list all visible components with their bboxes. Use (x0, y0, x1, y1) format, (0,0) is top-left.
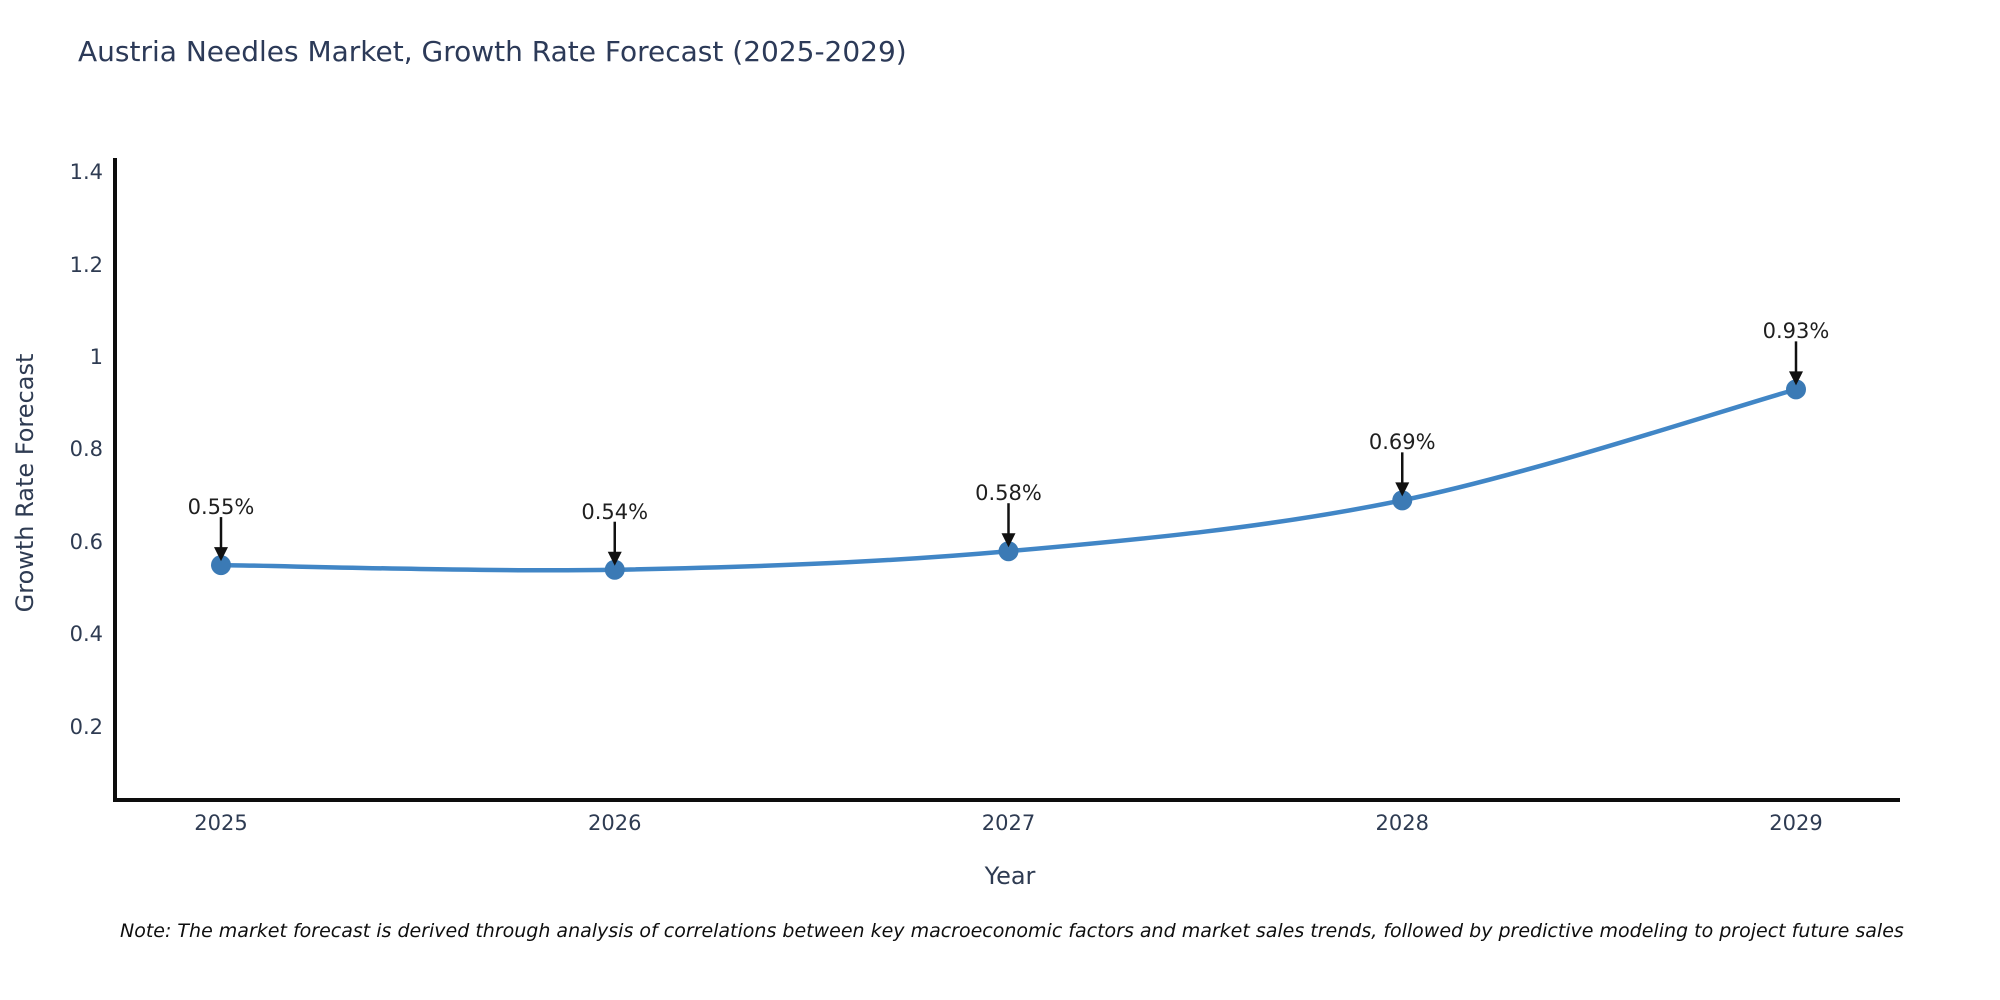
point-value-label: 0.93% (1762, 319, 1830, 344)
chart-title: Austria Needles Market, Growth Rate Fore… (78, 35, 907, 68)
x-tick-label: 2025 (194, 811, 248, 835)
data-point-marker (211, 555, 231, 576)
y-tick-label: 1 (89, 344, 103, 369)
y-tick-label: 0.6 (69, 529, 103, 554)
x-tick-label: 2026 (588, 811, 642, 835)
x-tick-label: 2028 (1375, 811, 1429, 835)
annotation-arrowhead-icon (214, 547, 228, 562)
point-value-label: 0.58% (975, 481, 1042, 506)
y-tick-label: 0.2 (69, 714, 103, 739)
x-tick-label: 2029 (1769, 811, 1823, 835)
y-tick-label: 0.4 (69, 622, 103, 647)
annotation-arrowhead-icon (1789, 371, 1803, 386)
point-value-label: 0.55% (187, 495, 255, 520)
point-value-label: 0.69% (1368, 430, 1436, 455)
data-point-marker (604, 559, 625, 580)
footnote: Note: The market forecast is derived thr… (120, 920, 1904, 942)
annotation-arrowhead-icon (1395, 482, 1410, 497)
data-point-marker (1392, 490, 1413, 511)
data-point-marker (1786, 379, 1806, 400)
x-tick-label: 2027 (981, 811, 1036, 835)
x-axis-label: Year (984, 862, 1036, 890)
y-tick-label: 1.2 (69, 252, 103, 277)
annotation-arrowhead-icon (1001, 533, 1016, 548)
y-tick-label: 1.4 (69, 160, 103, 185)
annotation-arrowhead-icon (607, 551, 622, 566)
point-value-label: 0.54% (581, 499, 649, 524)
data-point-marker (998, 541, 1019, 562)
y-tick-label: 0.8 (69, 437, 103, 462)
